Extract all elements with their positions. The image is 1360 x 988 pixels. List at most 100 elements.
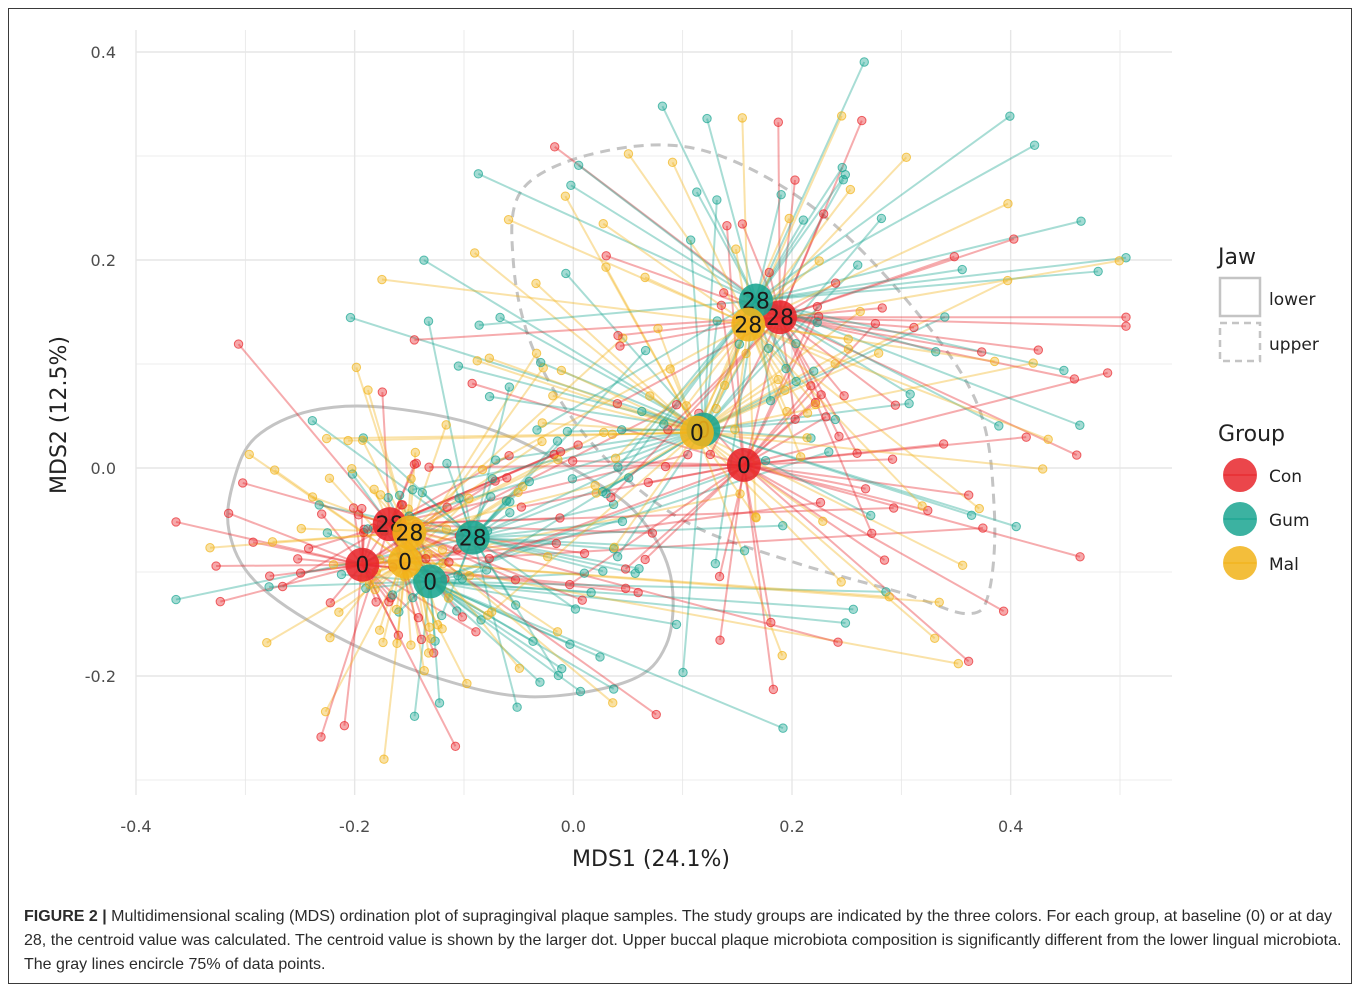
sample-point-mal [1003, 199, 1013, 209]
sample-point-mal [623, 149, 634, 159]
sample-point-con [860, 484, 871, 494]
spider-line-gum [430, 580, 886, 593]
sample-point-gum [453, 361, 464, 371]
sample-point-mal [601, 262, 611, 272]
centroid-label: 28 [734, 313, 762, 338]
sample-point-mal [269, 465, 280, 475]
spider-line-gum [755, 220, 1082, 302]
sample-point-gum [561, 268, 571, 279]
sample-point-gum [765, 395, 776, 406]
spider-line-gum [458, 365, 704, 431]
centroid-label: 0 [398, 551, 412, 576]
sample-point-con [416, 634, 427, 645]
spider-line-mal [266, 560, 406, 644]
spider-line-mal [696, 431, 824, 523]
spider-line-mal [696, 279, 1009, 434]
sample-point-gum [476, 615, 486, 625]
spider-line-mal [685, 323, 750, 407]
sample-point-mal [667, 157, 678, 168]
sample-point-mal [374, 625, 385, 635]
spider-line-gum [479, 299, 757, 327]
spider-line-con [389, 450, 561, 526]
sample-point-con [633, 587, 643, 598]
spider-line-mal [564, 195, 698, 434]
spider-line-mal [474, 252, 698, 434]
spider-line-gum [412, 428, 704, 491]
centroid-label: 0 [423, 570, 437, 595]
sample-point-gum [840, 618, 851, 628]
sample-point-con [1072, 450, 1082, 460]
spider-line-mal [696, 310, 861, 434]
sample-point-gum [640, 345, 651, 356]
sample-point-con [889, 503, 899, 513]
spider-line-con [779, 316, 1078, 456]
sample-point-con [579, 548, 590, 559]
sample-point-gum [575, 686, 586, 697]
sample-point-gum [712, 195, 722, 205]
sample-point-con [1009, 234, 1019, 244]
sample-point-gum [812, 317, 822, 328]
spider-line-con [743, 464, 970, 663]
y-tick-label: 0.0 [91, 459, 116, 478]
spider-line-con [644, 464, 745, 561]
sample-point-gum [417, 487, 427, 498]
sample-point-mal [391, 604, 402, 615]
legend-key-lower [1218, 276, 1262, 318]
sample-point-con [264, 571, 275, 581]
spider-line-con [743, 463, 1081, 558]
sample-point-gum [495, 312, 505, 323]
sample-point-con [722, 221, 732, 231]
sample-point-gum [1011, 521, 1021, 532]
sample-point-gum [484, 391, 495, 402]
spider-line-mal [696, 432, 757, 519]
sample-point-gum [1076, 216, 1086, 226]
sample-point-gum [904, 398, 914, 409]
spider-line-gum [540, 361, 704, 431]
sample-point-con [815, 497, 826, 508]
sample-point-con [806, 381, 816, 391]
sample-point-mal [556, 365, 567, 376]
sample-point-mal [1028, 358, 1038, 368]
spider-line-gum [430, 580, 592, 594]
sample-point-gum [528, 636, 538, 646]
spider-line-con [743, 464, 1005, 613]
spider-line-gum [755, 174, 847, 302]
spider-line-gum [755, 61, 866, 301]
sample-point-con [233, 339, 244, 349]
sample-point-mal [1043, 434, 1053, 445]
sample-point-mal [731, 244, 741, 254]
spider-line-gum [311, 419, 474, 539]
sample-point-con [978, 523, 988, 533]
sample-point-con [821, 412, 831, 422]
spider-line-gum [472, 536, 636, 575]
sample-point-gum [866, 510, 876, 521]
spider-line-con [361, 564, 457, 747]
sample-point-con [852, 448, 862, 459]
spider-line-gum [350, 316, 704, 431]
sample-point-mal [780, 385, 790, 395]
sample-point-gum [552, 436, 563, 446]
sample-point-mal [737, 113, 748, 123]
sample-point-mal [424, 622, 435, 632]
sample-point-con [377, 387, 388, 397]
sample-point-con [397, 500, 408, 510]
sample-point-mal [343, 435, 353, 446]
spider-line-con [743, 322, 877, 466]
sample-point-gum [505, 508, 515, 518]
figure-caption: FIGURE 2 | Multidimensional scaling (MDS… [24, 905, 1344, 977]
spider-line-con [743, 316, 820, 466]
sample-point-con [1121, 312, 1131, 322]
spider-line-mal [408, 431, 605, 534]
sample-point-gum [734, 339, 745, 349]
sample-point-mal [548, 391, 558, 401]
sample-point-gum [573, 160, 584, 170]
spider-line-con [779, 120, 863, 318]
spider-line-con [743, 385, 812, 466]
spider-line-gum [429, 580, 677, 626]
centroid-mal-upper-day28 [731, 307, 766, 342]
spider-line-con [779, 255, 955, 319]
sample-point-con [671, 400, 682, 410]
sample-point-gum [505, 497, 515, 507]
caption-text: Multidimensional scaling (MDS) ordinatio… [24, 908, 1342, 973]
sample-point-con [715, 635, 725, 645]
